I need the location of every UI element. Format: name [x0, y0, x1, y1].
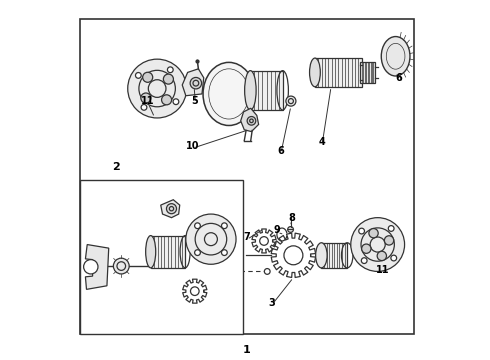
- Bar: [315, 58, 362, 87]
- Text: 9: 9: [274, 225, 281, 235]
- Bar: [361, 62, 375, 83]
- Polygon shape: [85, 244, 109, 289]
- Ellipse shape: [377, 251, 387, 261]
- Ellipse shape: [310, 58, 320, 87]
- Circle shape: [351, 218, 405, 271]
- Text: 8: 8: [288, 213, 295, 222]
- Circle shape: [284, 246, 303, 265]
- Circle shape: [260, 237, 269, 245]
- Circle shape: [113, 258, 129, 274]
- Text: 4: 4: [318, 138, 325, 147]
- Circle shape: [168, 67, 173, 73]
- Bar: [80, 19, 414, 334]
- Bar: [321, 243, 347, 268]
- Text: 2: 2: [112, 162, 120, 172]
- Text: 10: 10: [186, 141, 200, 151]
- Polygon shape: [161, 200, 180, 218]
- Circle shape: [191, 287, 199, 296]
- Text: 7: 7: [244, 232, 250, 242]
- Text: 6: 6: [277, 146, 284, 156]
- Circle shape: [190, 77, 201, 89]
- Circle shape: [391, 255, 396, 261]
- Text: 5: 5: [192, 96, 198, 106]
- Circle shape: [141, 104, 147, 110]
- Ellipse shape: [245, 71, 256, 110]
- Circle shape: [135, 72, 141, 78]
- Circle shape: [186, 214, 236, 264]
- Circle shape: [128, 59, 187, 118]
- Circle shape: [221, 223, 227, 229]
- Bar: [151, 235, 185, 268]
- Ellipse shape: [146, 235, 156, 268]
- Circle shape: [265, 269, 270, 274]
- Circle shape: [167, 204, 176, 214]
- Text: 3: 3: [269, 298, 275, 308]
- Circle shape: [361, 258, 367, 264]
- Circle shape: [247, 117, 256, 125]
- Ellipse shape: [143, 72, 153, 82]
- Polygon shape: [241, 108, 259, 132]
- Ellipse shape: [203, 62, 255, 126]
- Circle shape: [195, 223, 200, 229]
- Ellipse shape: [384, 236, 394, 245]
- Ellipse shape: [362, 244, 371, 253]
- Circle shape: [388, 226, 394, 231]
- Bar: [80, 180, 243, 334]
- Circle shape: [359, 228, 365, 234]
- Circle shape: [286, 96, 296, 106]
- Circle shape: [84, 260, 98, 274]
- Ellipse shape: [162, 95, 172, 105]
- Circle shape: [195, 250, 200, 256]
- Circle shape: [221, 250, 227, 256]
- Circle shape: [173, 99, 179, 104]
- Ellipse shape: [381, 37, 410, 76]
- Ellipse shape: [141, 93, 151, 103]
- Ellipse shape: [369, 229, 378, 238]
- Text: 6: 6: [396, 73, 403, 83]
- Text: 11: 11: [376, 265, 390, 275]
- Bar: [250, 71, 283, 110]
- Ellipse shape: [316, 243, 327, 268]
- Text: 11: 11: [142, 96, 155, 106]
- Circle shape: [288, 226, 294, 232]
- Polygon shape: [182, 69, 204, 96]
- Ellipse shape: [163, 74, 173, 84]
- Text: 1: 1: [243, 345, 251, 355]
